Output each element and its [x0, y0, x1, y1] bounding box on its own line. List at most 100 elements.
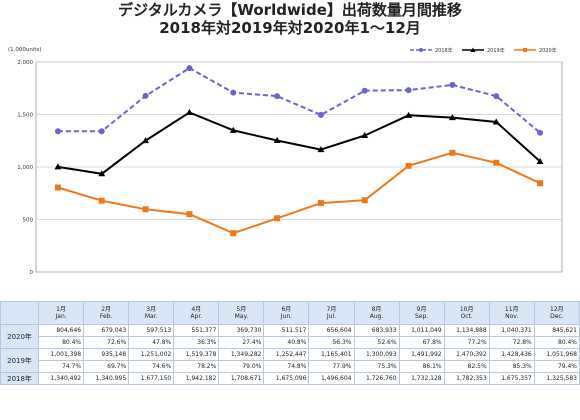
data-point — [230, 89, 237, 96]
y-tick-label: 1,000 — [17, 165, 33, 171]
month-header: 7月 Jul. — [308, 301, 355, 325]
yoy-percent: 82.5% — [443, 360, 490, 373]
data-point — [537, 180, 544, 187]
shipment-value: 1,470,392 — [443, 348, 490, 361]
shipment-value: 369,730 — [218, 324, 265, 337]
legend-marker — [523, 48, 527, 52]
shipment-value: 1,782,353 — [443, 372, 490, 385]
legend-entry: 2018年 — [435, 47, 453, 54]
month-header: 2月 Feb. — [83, 301, 130, 325]
month-jp: 5月 — [236, 306, 247, 313]
shipment-value: 551,377 — [173, 324, 220, 337]
shipment-value: 683,933 — [353, 324, 400, 337]
data-point — [229, 126, 237, 133]
yoy-percent: 56.3% — [308, 336, 355, 349]
month-header: 10月 Oct. — [443, 301, 490, 325]
shipment-value: 1,677,150 — [128, 372, 175, 385]
data-point — [493, 93, 500, 100]
shipment-value: 1,428,436 — [488, 348, 535, 361]
yoy-percent: 75.3% — [353, 360, 400, 373]
yoy-percent: 47.8% — [128, 336, 175, 349]
yoy-percent: 80.4% — [38, 336, 85, 349]
month-en: Nov. — [505, 313, 519, 320]
data-point — [537, 129, 544, 136]
data-point — [98, 128, 105, 135]
yoy-percent: 79.0% — [218, 360, 265, 373]
data-point — [405, 87, 412, 94]
shipment-value: 845,621 — [533, 324, 580, 337]
yoy-percent: 67.8% — [398, 336, 445, 349]
legend-marker — [419, 48, 423, 52]
legend-marker — [470, 47, 476, 52]
series-line-2020年 — [57, 151, 541, 235]
yoy-percent: 74.6% — [128, 360, 175, 373]
month-header: 3月 Mar. — [128, 301, 175, 325]
data-point — [449, 81, 456, 88]
yoy-percent: 74.7% — [38, 360, 85, 373]
month-header: 4月 Apr. — [173, 301, 220, 325]
data-point — [98, 170, 106, 177]
data-point — [273, 136, 281, 143]
data-point — [142, 206, 149, 213]
month-header: 9月 Sep. — [398, 301, 445, 325]
shipment-value: 1,165,401 — [308, 348, 355, 361]
shipment-value: 1,300,093 — [353, 348, 400, 361]
month-jp: 7月 — [326, 306, 337, 313]
yoy-percent: 74.8% — [263, 360, 310, 373]
month-en: Oct. — [460, 313, 473, 320]
shipment-value: 1,732,128 — [398, 372, 445, 385]
shipment-value: 1,496,604 — [308, 372, 355, 385]
data-point — [361, 131, 369, 138]
data-point — [448, 114, 456, 121]
data-point — [54, 184, 61, 191]
data-table: 1月 Jan. 2月 Feb. 3月 Mar. 4月 Apr. 5月 May. 6月 Jun. 7月 Ju… — [0, 301, 580, 385]
data-point — [230, 230, 237, 237]
yoy-percent: 79.4% — [533, 360, 580, 373]
month-jp: 8月 — [371, 306, 382, 313]
data-point — [142, 92, 149, 99]
shipments-table: 1月 Jan. 2月 Feb. 3月 Mar. 4月 Apr. 5月 May. 6月 Jun. 7月 Ju… — [0, 301, 580, 385]
yoy-percent: 85.3% — [488, 360, 535, 373]
data-point — [361, 87, 368, 94]
shipment-value: 1,942,182 — [173, 372, 220, 385]
month-en: Aug. — [369, 313, 384, 320]
series-line-2018年 — [57, 66, 541, 134]
year-label: 2020年 — [0, 324, 40, 349]
shipment-value: 1,675,357 — [488, 372, 535, 385]
shipment-value: 1,001,398 — [38, 348, 85, 361]
month-jp: 1月 — [56, 306, 66, 313]
shipment-value: 1,252,447 — [263, 348, 310, 361]
yoy-percent: 80.4% — [533, 336, 580, 349]
data-point — [274, 93, 281, 100]
month-en: Sep. — [414, 313, 429, 320]
yoy-percent: 77.9% — [308, 360, 355, 373]
shipment-value: 1,708,671 — [218, 372, 265, 385]
shipment-value: 1,011,049 — [398, 324, 445, 337]
table-corner — [0, 301, 40, 325]
data-point — [274, 215, 281, 222]
yoy-percent: 27.4% — [218, 336, 265, 349]
data-point — [317, 146, 325, 153]
y-tick-label: 500 — [23, 218, 34, 224]
yoy-percent: 77.2% — [443, 336, 490, 349]
yoy-percent: 36.3% — [173, 336, 220, 349]
data-point — [185, 108, 193, 115]
table-row: 80.4% 72.6% 47.8% 36.3% 27.4% 40.8% 56.3% 52.6%… — [1, 336, 580, 349]
month-jp: 9月 — [416, 306, 427, 313]
year-label: 2019年 — [0, 348, 40, 373]
shipment-value: 1,519,378 — [173, 348, 220, 361]
yoy-percent: 72.6% — [83, 336, 130, 349]
month-header: 6月 Jun. — [263, 301, 310, 325]
shipment-value: 804,646 — [38, 324, 85, 337]
shipment-value: 1,325,583 — [533, 372, 580, 385]
data-point — [449, 149, 456, 156]
y-axis-label: (1,000units) — [8, 47, 42, 53]
shipment-value: 1,726,760 — [353, 372, 400, 385]
data-point — [405, 111, 413, 118]
data-point — [492, 118, 500, 125]
month-en: Jan. — [55, 313, 67, 320]
shipment-value: 935,148 — [83, 348, 130, 361]
table-row: 2019年 1,001,398 935,148 1,251,002 1,519,378 1… — [0, 348, 580, 373]
month-header: 12月 Dec. — [533, 301, 580, 325]
table-row: 2018年 1,340,492 1,340,995 1,677,150 1,942,18… — [0, 372, 580, 385]
